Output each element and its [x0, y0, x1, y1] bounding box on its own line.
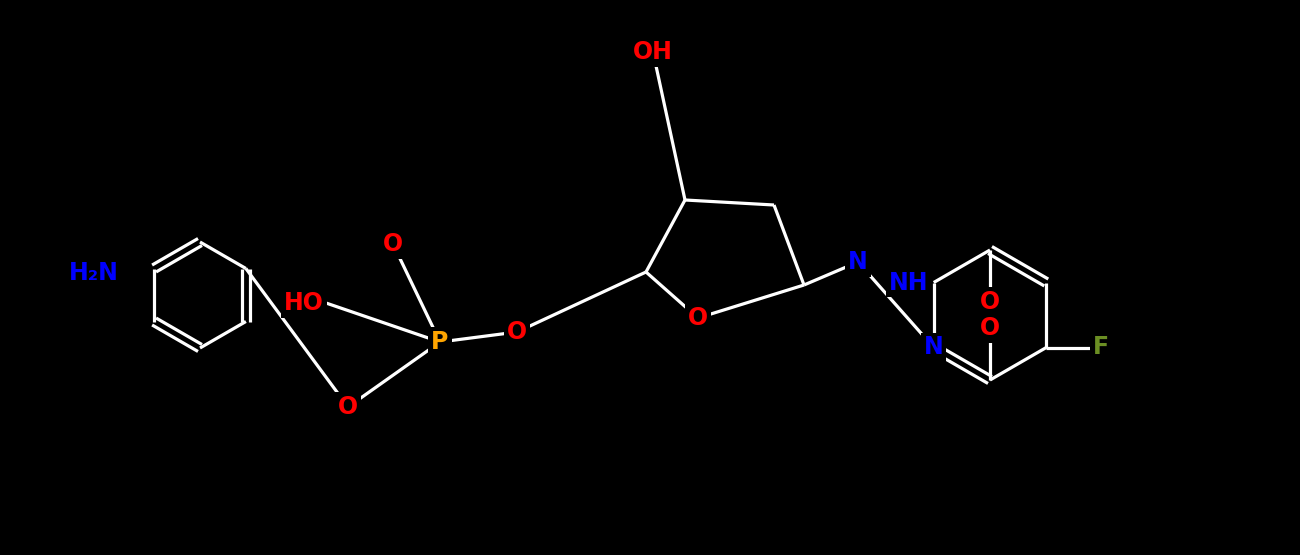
- Text: O: O: [980, 316, 1000, 340]
- Text: O: O: [507, 320, 526, 344]
- Text: H₂N: H₂N: [69, 261, 120, 285]
- Text: O: O: [338, 395, 358, 419]
- Text: O: O: [384, 232, 403, 256]
- Text: N: N: [924, 336, 944, 360]
- Text: O: O: [688, 306, 709, 330]
- Text: NH: NH: [889, 270, 928, 295]
- Text: N: N: [848, 250, 868, 274]
- Text: O: O: [980, 290, 1000, 314]
- Text: HO: HO: [285, 291, 324, 315]
- Text: F: F: [1093, 336, 1109, 360]
- Text: OH: OH: [633, 40, 673, 64]
- Text: P: P: [432, 330, 448, 354]
